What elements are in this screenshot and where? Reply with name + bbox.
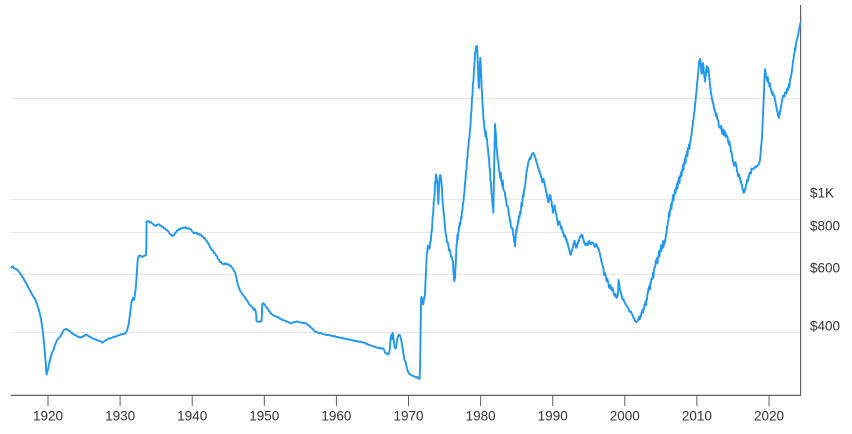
- svg-text:1980: 1980: [466, 409, 496, 424]
- svg-text:2020: 2020: [754, 409, 784, 424]
- svg-text:1930: 1930: [105, 409, 135, 424]
- svg-text:2010: 2010: [682, 409, 712, 424]
- svg-text:2000: 2000: [610, 409, 640, 424]
- svg-text:1950: 1950: [249, 409, 279, 424]
- svg-text:$1K: $1K: [810, 185, 834, 200]
- svg-text:$400: $400: [810, 318, 840, 333]
- svg-text:1990: 1990: [538, 409, 568, 424]
- svg-text:1940: 1940: [177, 409, 207, 424]
- svg-text:$600: $600: [810, 260, 840, 275]
- svg-text:1960: 1960: [321, 409, 351, 424]
- svg-text:$800: $800: [810, 218, 840, 233]
- svg-text:1970: 1970: [393, 409, 423, 424]
- svg-text:1920: 1920: [33, 409, 63, 424]
